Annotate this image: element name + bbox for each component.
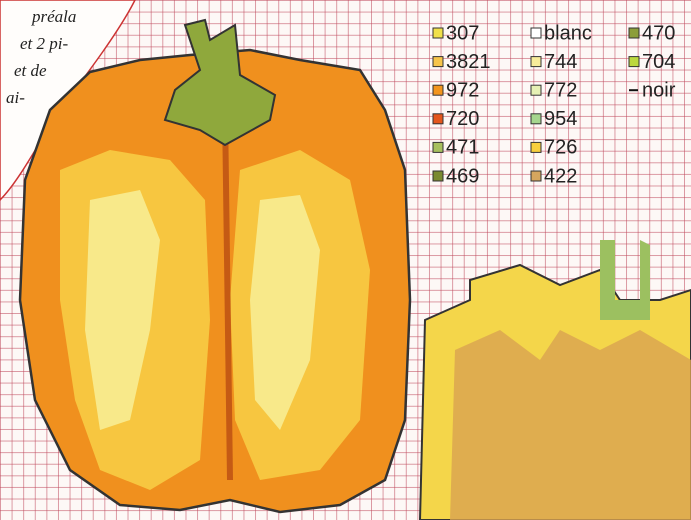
legend-swatch bbox=[530, 27, 542, 39]
legend-swatch bbox=[530, 170, 542, 182]
legend: 307 3821 972 720 471 469 blanc 744 772 954 726 422 4… bbox=[432, 22, 676, 187]
legend-swatch bbox=[432, 84, 444, 96]
legend-code: 470 bbox=[642, 22, 675, 44]
legend-swatch bbox=[432, 113, 444, 125]
squash-shade bbox=[450, 330, 691, 520]
legend-code: 972 bbox=[446, 79, 479, 101]
legend-code: 307 bbox=[446, 22, 479, 44]
note-line: préala bbox=[31, 7, 76, 26]
legend-swatch bbox=[432, 141, 444, 153]
pepper-stem bbox=[163, 18, 277, 147]
note-line: et de bbox=[14, 61, 47, 80]
legend-code: 720 bbox=[446, 108, 479, 130]
legend-swatch bbox=[432, 27, 444, 39]
squash-stem bbox=[600, 240, 650, 320]
legend-code: 3821 bbox=[446, 51, 491, 73]
legend-swatch bbox=[530, 113, 542, 125]
legend-swatch bbox=[628, 27, 640, 39]
legend-code: 744 bbox=[544, 51, 577, 73]
legend-code: 772 bbox=[544, 79, 577, 101]
note-text: préala et 2 pi-et de ai- bbox=[6, 7, 76, 107]
legend-code: 469 bbox=[446, 165, 479, 187]
legend-swatch bbox=[432, 170, 444, 182]
legend-code: 471 bbox=[446, 137, 479, 159]
legend-code: blanc bbox=[544, 22, 592, 44]
legend-code: noir bbox=[642, 79, 676, 101]
pepper-crease bbox=[222, 109, 233, 481]
legend-code: 704 bbox=[642, 51, 675, 73]
legend-swatch bbox=[530, 56, 542, 68]
legend-swatch bbox=[432, 56, 444, 68]
note-line: ai- bbox=[6, 88, 25, 107]
legend-code: 422 bbox=[544, 165, 577, 187]
pepper-light bbox=[85, 190, 160, 430]
legend-code: 726 bbox=[544, 137, 577, 159]
legend-swatch bbox=[530, 141, 542, 153]
note-line: et 2 pi- bbox=[20, 34, 68, 53]
pepper-light bbox=[250, 195, 320, 430]
legend-code: 954 bbox=[544, 108, 577, 130]
legend-swatch bbox=[530, 84, 542, 96]
legend-swatch bbox=[628, 56, 640, 68]
